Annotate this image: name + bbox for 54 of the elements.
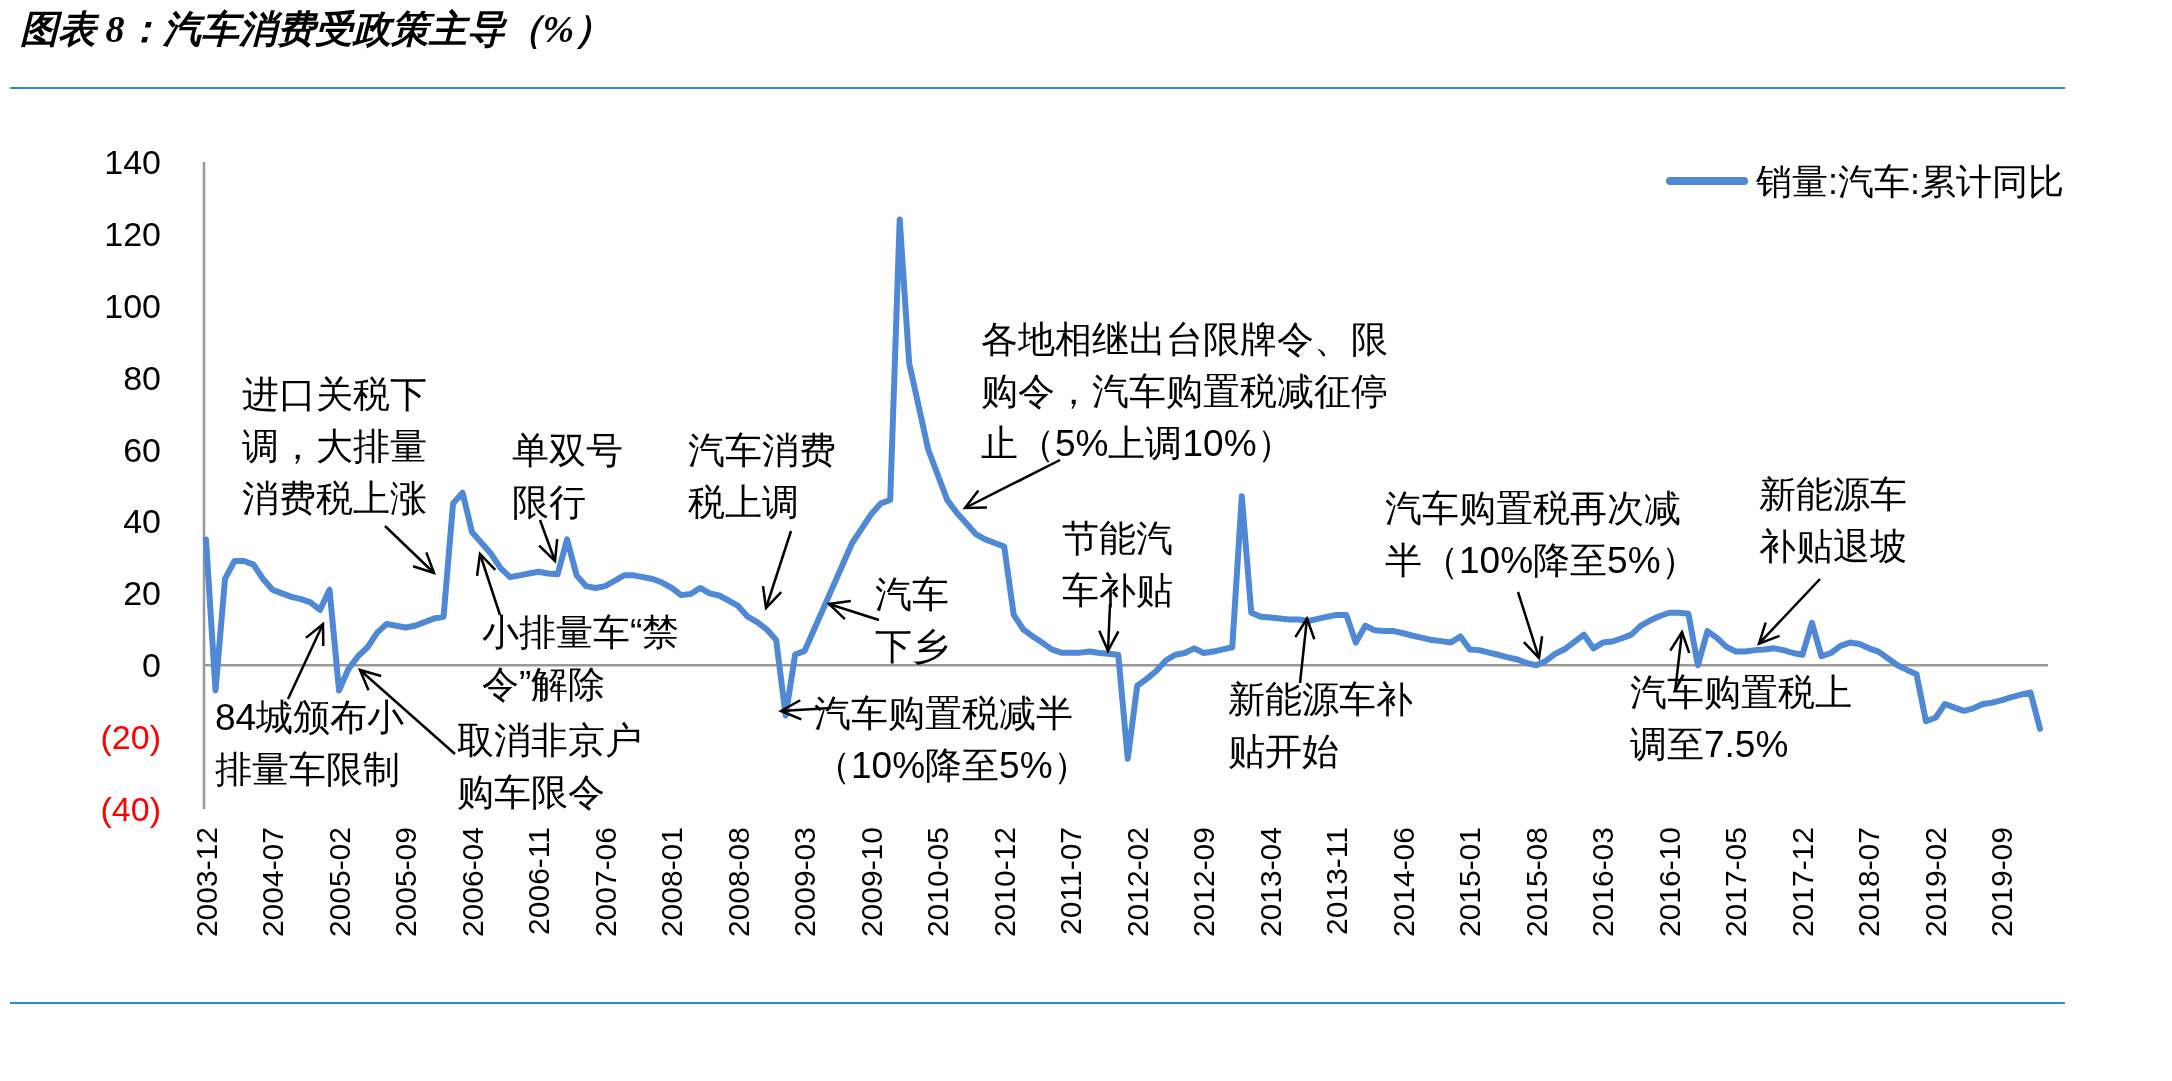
x-tick-label: 2004-07: [256, 827, 290, 938]
x-tick-label: 2007-06: [588, 827, 622, 938]
x-tick-label: 2015-08: [1519, 827, 1553, 938]
annotation: 进口关税下调，大排量消费税上涨: [242, 374, 427, 519]
y-tick-label: (40): [100, 790, 161, 828]
y-tick-label: 60: [123, 430, 161, 469]
x-tick-label: 2014-06: [1386, 827, 1420, 938]
x-tick-label: 2006-11: [522, 827, 556, 935]
x-tick-label: 2013-11: [1320, 827, 1354, 935]
x-tick-label: 2010-05: [921, 827, 955, 938]
x-tick-label: 2012-09: [1187, 827, 1221, 938]
x-tick-label: 2018-07: [1852, 827, 1886, 938]
y-tick-label: 20: [123, 574, 161, 613]
annotation: 节能汽车补贴: [1062, 518, 1173, 611]
x-tick-label: 2015-01: [1453, 827, 1487, 938]
x-tick-label: 2019-02: [1918, 827, 1952, 938]
x-tick-label: 2019-09: [1985, 827, 2019, 938]
annotation: 汽车购置税上调至7.5%: [1630, 672, 1852, 765]
x-tick-label: 2017-05: [1719, 827, 1753, 938]
annotation: 汽车下乡: [875, 574, 949, 667]
x-tick-label: 2003-12: [189, 827, 223, 938]
x-tick-label: 2013-04: [1253, 827, 1287, 938]
x-tick-label: 2016-10: [1652, 827, 1686, 938]
y-tick-label: 0: [142, 646, 161, 685]
annotation: 单双号限行: [512, 430, 623, 523]
x-tick-label: 2009-03: [788, 827, 822, 938]
legend-label: 销量:汽车:累计同比: [1755, 160, 2065, 202]
x-tick-label: 2011-07: [1054, 827, 1088, 935]
y-tick-label: 40: [123, 502, 161, 541]
x-tick-label: 2016-03: [1586, 827, 1620, 938]
chart-title: 图表 8：汽车消费受政策主导（%）: [20, 8, 613, 50]
annotation: 小排量车“禁令”解除: [482, 612, 680, 705]
annotation: 汽车购置税再次减半（10%降至5%）: [1385, 488, 1698, 581]
x-tick-label: 2010-12: [987, 827, 1021, 938]
annotation: 84城颁布小排量车限制: [215, 697, 405, 790]
annotation: 汽车消费税上调: [688, 430, 836, 523]
x-tick-label: 2006-04: [455, 827, 489, 938]
x-tick-label: 2008-08: [721, 827, 755, 938]
annotation: 新能源车补贴退坡: [1759, 474, 1907, 567]
x-tick-label: 2009-10: [854, 827, 888, 938]
annotation: 各地相继出台限牌令、限购令，汽车购置税减征停止（5%上调10%）: [981, 319, 1388, 464]
x-tick-label: 2005-02: [322, 827, 356, 938]
x-tick-label: 2017-12: [1785, 827, 1819, 938]
y-tick-label: 120: [104, 214, 161, 253]
annotation: 取消非京户购车限令: [457, 720, 642, 813]
y-tick-label: (20): [100, 718, 161, 757]
annotation: 新能源车补贴开始: [1228, 679, 1413, 772]
annotation: 汽车购置税减半（10%降至5%）: [814, 693, 1090, 786]
x-tick-label: 2005-09: [389, 827, 423, 938]
x-tick-label: 2012-02: [1120, 827, 1154, 938]
y-tick-label: 80: [123, 358, 161, 397]
y-tick-label: 140: [104, 143, 161, 181]
x-tick-label: 2008-01: [655, 827, 689, 938]
y-tick-label: 100: [104, 286, 161, 325]
